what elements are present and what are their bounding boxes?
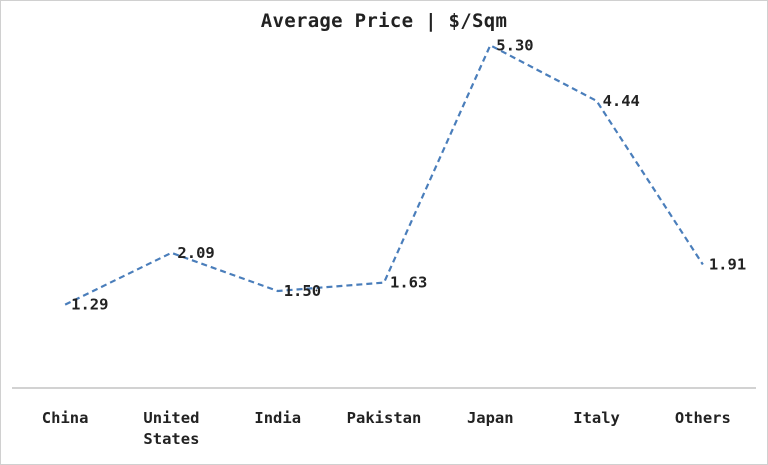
x-tick-label: India	[254, 409, 301, 427]
data-label: 2.09	[177, 244, 214, 262]
data-labels: 1.29 2.09 1.50 1.63 5.30 4.44 1.91	[71, 36, 746, 313]
data-label: 1.91	[709, 255, 746, 273]
x-tick-label: United States	[143, 409, 199, 448]
chart-title: Average Price | $/Sqm	[260, 10, 508, 32]
series-line	[64, 43, 704, 306]
x-tick-label: Italy	[573, 409, 620, 427]
x-tick-label: Others	[675, 409, 731, 427]
x-tick-labels: China United States India Pakistan Japan Italy…	[42, 409, 731, 448]
x-tick-label: Japan	[467, 409, 514, 427]
data-label: 4.44	[603, 92, 640, 110]
data-label: 1.29	[71, 296, 108, 314]
data-label: 5.30	[496, 36, 533, 54]
data-label: 1.63	[390, 274, 427, 292]
x-tick-label: Pakistan	[347, 409, 422, 427]
series-layer	[64, 43, 704, 306]
data-label: 1.50	[284, 282, 321, 300]
x-tick-label: China	[42, 409, 89, 427]
